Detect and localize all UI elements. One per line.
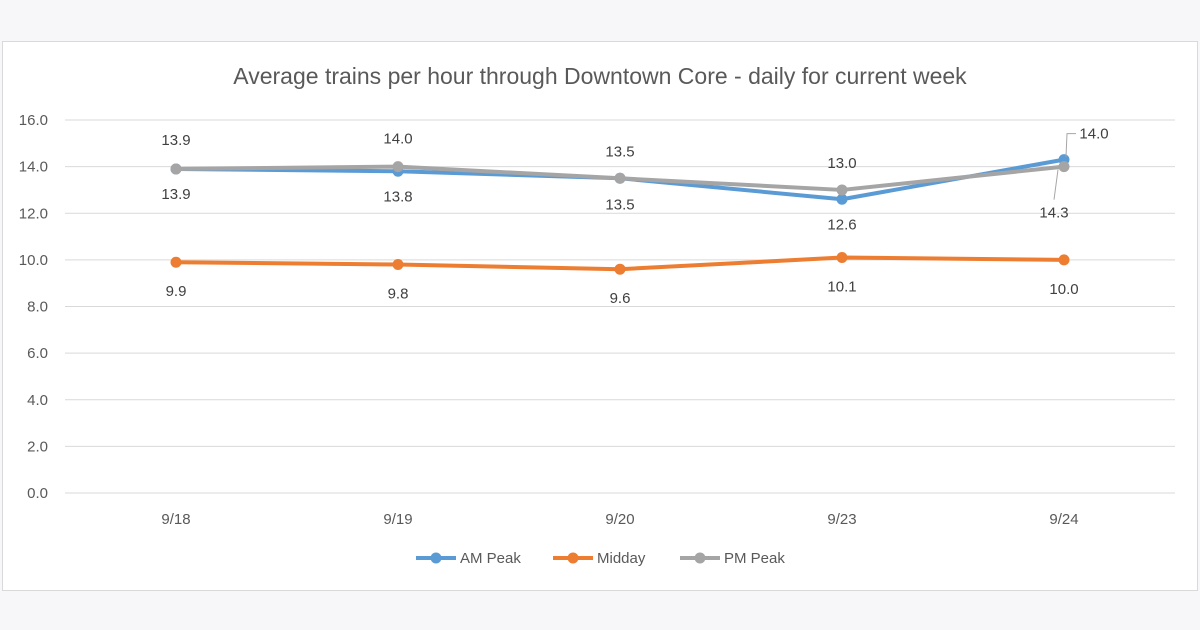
data-point	[392, 259, 404, 271]
legend-marker	[567, 552, 579, 564]
x-tick-label: 9/20	[605, 511, 634, 528]
chart-card	[2, 41, 1198, 591]
data-label-midday: 10.0	[1049, 281, 1078, 298]
y-axis: 0.0 2.0 4.0 6.0 8.0 10.0 12.0 14.0 16.0	[19, 112, 48, 502]
data-point	[836, 184, 848, 196]
x-axis: 9/18 9/19 9/20 9/23 9/24	[161, 511, 1078, 528]
chart-title: Average trains per hour through Downtown…	[233, 63, 967, 89]
y-tick-label: 16.0	[19, 112, 48, 129]
data-label-midday: 9.8	[388, 286, 409, 303]
data-label-am-peak: 13.5	[605, 196, 634, 213]
data-point	[392, 161, 404, 173]
legend-marker	[430, 552, 442, 564]
data-point	[614, 172, 626, 184]
data-label-am-peak: 13.8	[383, 188, 412, 205]
data-point	[836, 252, 848, 264]
y-tick-label: 10.0	[19, 252, 48, 269]
leader-line	[1065, 133, 1076, 157]
data-label-am-peak: 12.6	[827, 216, 856, 233]
data-label-midday: 9.6	[610, 290, 631, 307]
data-point	[1058, 254, 1070, 266]
y-tick-label: 8.0	[27, 299, 48, 316]
leader-line	[1053, 169, 1059, 200]
data-point	[170, 256, 182, 268]
y-tick-label: 0.0	[27, 485, 48, 502]
y-tick-label: 2.0	[27, 438, 48, 455]
data-label-pm-peak: 13.9	[161, 132, 190, 149]
data-label-midday: 9.9	[166, 283, 187, 300]
x-tick-label: 9/23	[827, 511, 856, 528]
legend-label: AM Peak	[460, 550, 521, 567]
legend: AM Peak Midday PM Peak	[416, 550, 785, 567]
data-point	[1058, 161, 1070, 173]
data-label-pm-peak: 13.0	[827, 155, 856, 172]
legend-marker	[694, 552, 706, 564]
data-point	[170, 163, 182, 175]
data-label-pm-peak: 14.0	[383, 131, 412, 148]
x-tick-label: 9/19	[383, 511, 412, 528]
y-tick-label: 14.0	[19, 159, 48, 176]
data-point	[614, 263, 626, 275]
data-label-midday: 10.1	[827, 279, 856, 296]
legend-label: Midday	[597, 550, 646, 567]
y-tick-label: 6.0	[27, 345, 48, 362]
data-label-am-peak: 14.3	[1039, 205, 1068, 222]
x-tick-label: 9/24	[1049, 511, 1078, 528]
legend-item: PM Peak	[680, 550, 785, 567]
data-labels: 13.9 13.8 13.5 12.6 14.3 13.9 14.0 13.5 13.0 14.0…	[161, 126, 1108, 308]
legend-item: AM Peak	[416, 550, 521, 567]
legend-label: PM Peak	[724, 550, 785, 567]
data-label-am-peak: 13.9	[161, 186, 190, 203]
data-label-pm-peak: 13.5	[605, 143, 634, 160]
legend-item: Midday	[553, 550, 646, 567]
series-group	[170, 154, 1070, 275]
y-tick-label: 4.0	[27, 392, 48, 409]
y-tick-label: 12.0	[19, 205, 48, 222]
data-point	[836, 193, 848, 205]
x-tick-label: 9/18	[161, 511, 190, 528]
data-label-pm-peak: 14.0	[1079, 126, 1108, 143]
